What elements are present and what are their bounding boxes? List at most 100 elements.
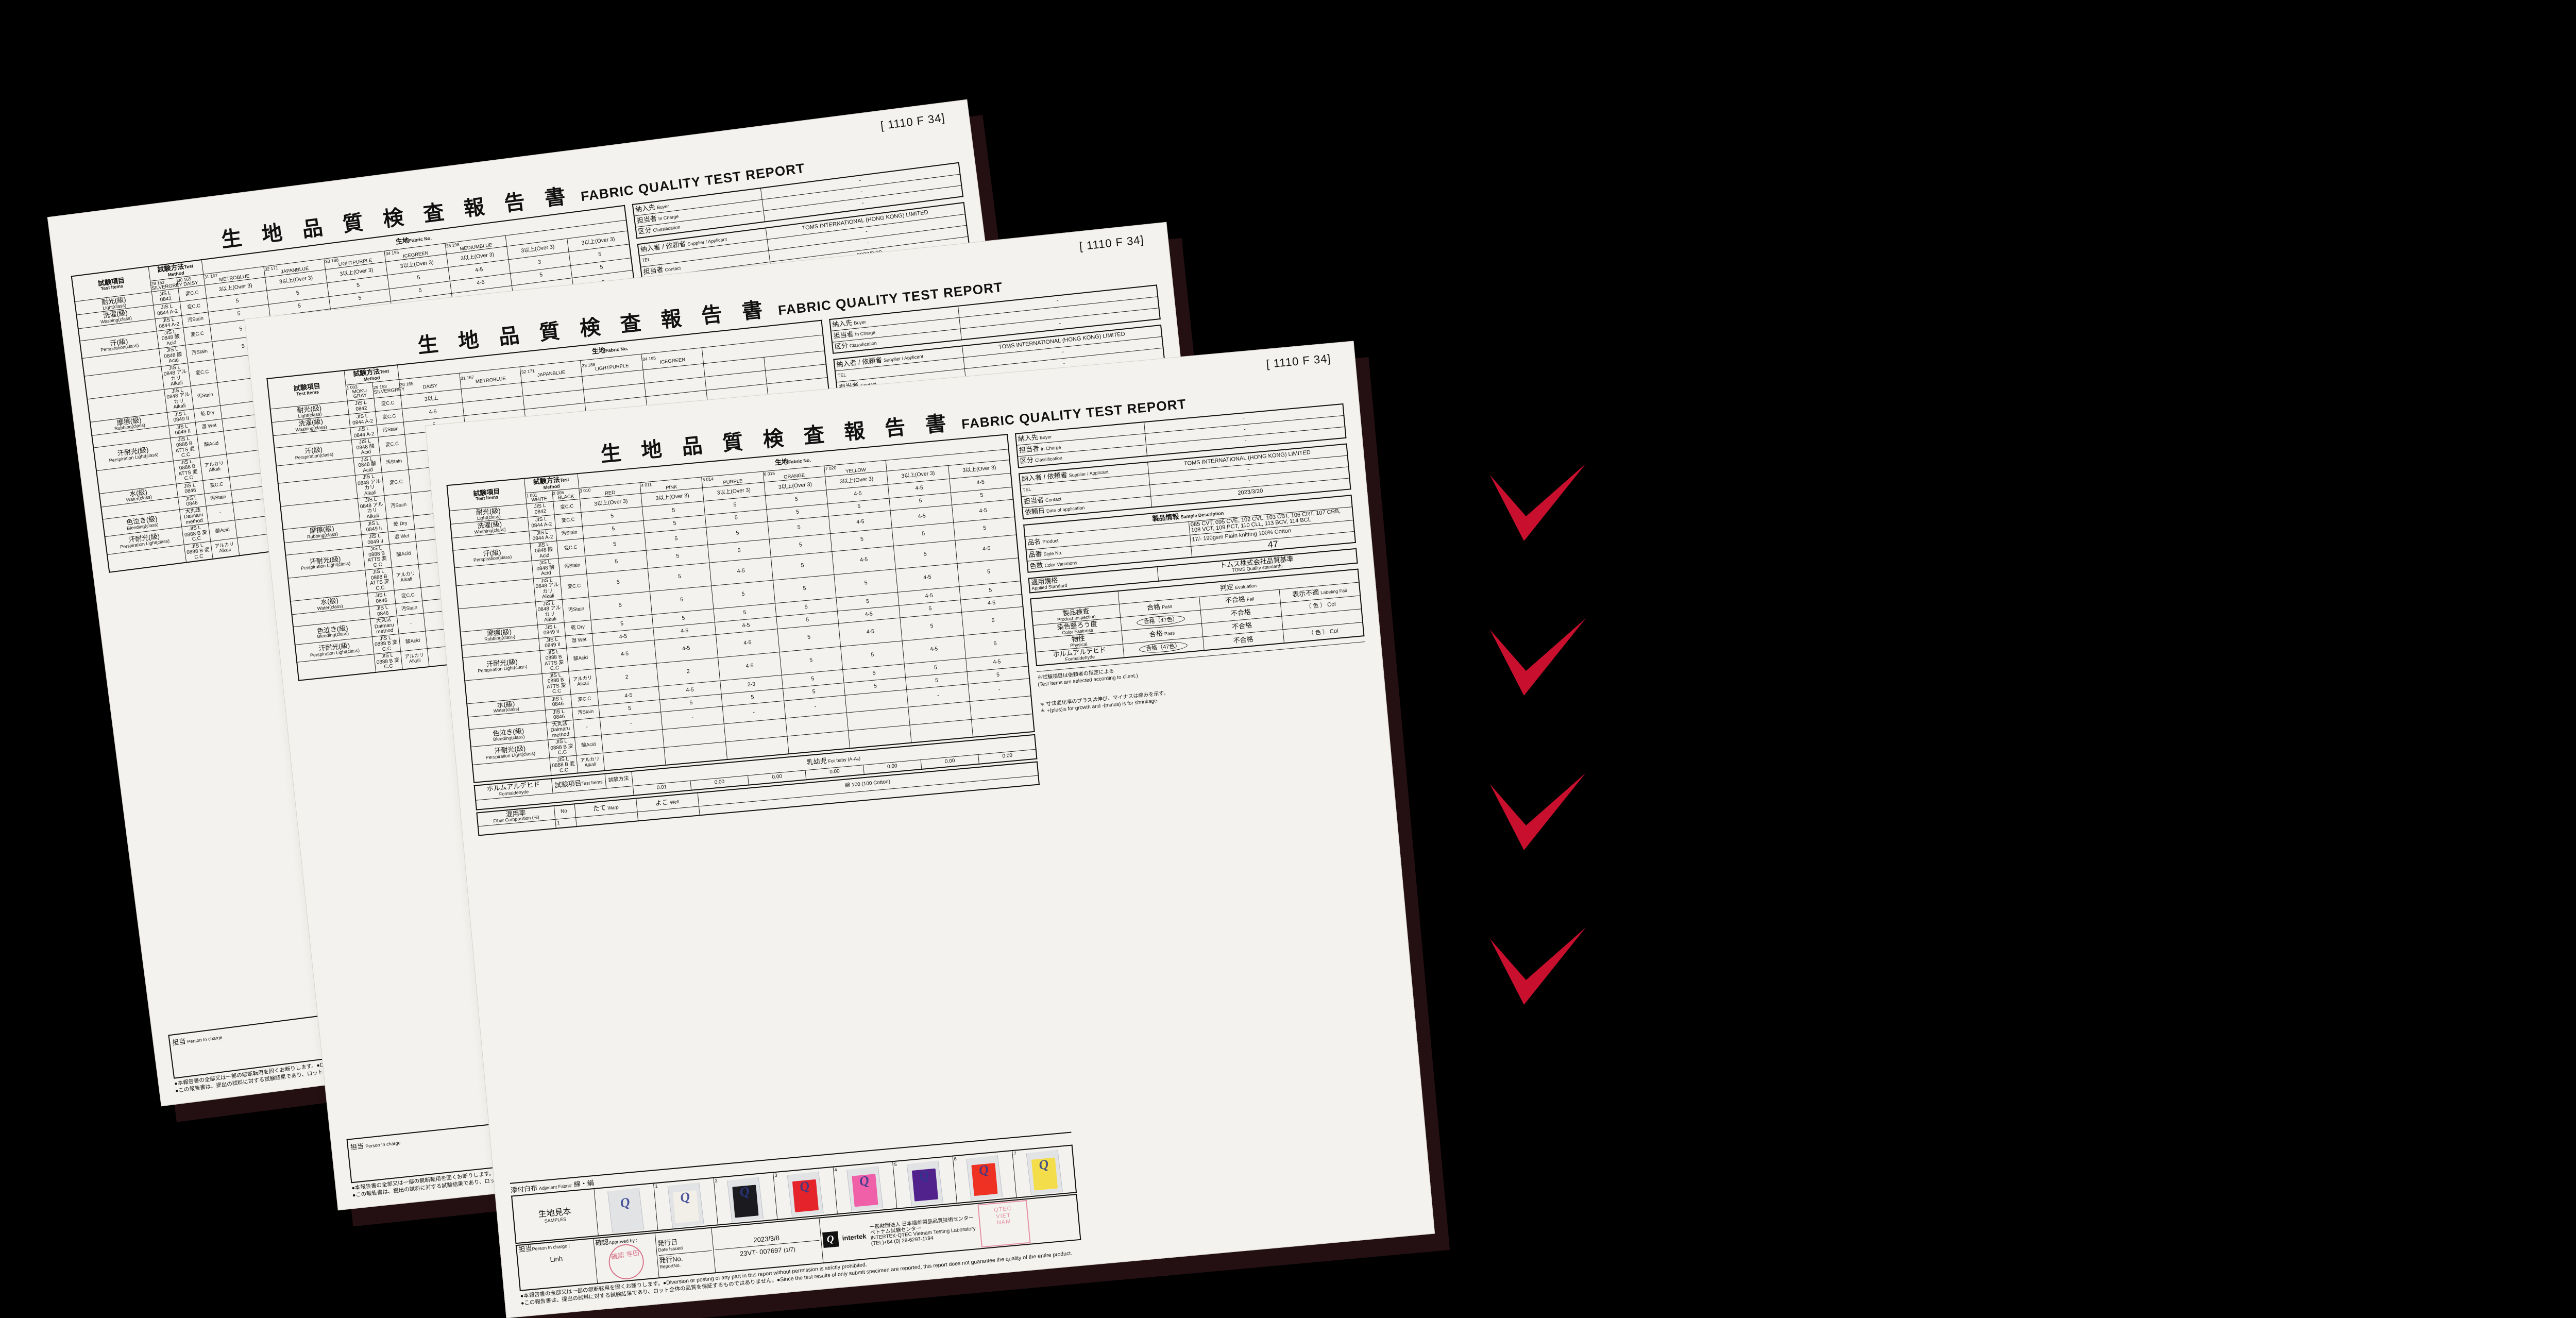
approved-label-jp: 確認	[595, 1238, 609, 1247]
fabric-label-jp-front: 生地	[774, 458, 789, 467]
swatch-index: 6	[954, 1156, 957, 1162]
classification-label-jp-front: 区分	[1020, 456, 1034, 465]
issue-values-cell: 2023/3/8 23VT- 007697 (1/7)	[711, 1218, 823, 1273]
supplier-label-en-front: Supplier / Applicant	[1069, 469, 1109, 478]
matrix-row-sub: 変C.C	[556, 538, 585, 559]
eval-labeling-fail-jp: 表示不適	[1292, 588, 1319, 599]
adjacent-fabric-label-en: Adjacent Fabric:	[538, 1182, 573, 1191]
eval-row-0-fail-en: Fail	[1246, 596, 1255, 602]
matrix-row-sub: 変C.C	[381, 469, 411, 496]
buyer-label-en: Buyer	[656, 203, 670, 210]
issue-labels-cell: 発行日 Date Issued 発行No. ReportNo.	[654, 1227, 716, 1278]
tape-0	[607, 1188, 645, 1233]
matrix-row-method: JIS L 0888 B ATTS 変C.C	[362, 544, 392, 570]
matrix-row-method: JIS L 0888 B ATTS 変C.C	[541, 671, 571, 697]
form-code-mid: [ 1110 F 34]	[1078, 233, 1145, 253]
sample-desc-label-jp-front: 製品情報	[1151, 512, 1180, 523]
color-variations-label-en-front: Color Variations	[1044, 560, 1078, 568]
matrix-row-sub: アルカリ Alkali	[576, 753, 605, 773]
buyer-label-jp-mid: 納入先	[832, 318, 853, 329]
fabric-swatch-white	[672, 1190, 699, 1224]
fabric-label-en-mid: Fabric No.	[605, 346, 629, 354]
eval-row-2-result: 合格	[1149, 629, 1163, 639]
swatch-index: 4	[834, 1167, 838, 1173]
matrix-row-sub: 汚Stain	[562, 597, 591, 622]
classification-label-jp-mid: 区分	[834, 342, 849, 351]
in-charge-label-en-mid: In Charge	[855, 329, 876, 337]
matrix-row-sub: アルカリ Alkali	[391, 564, 421, 591]
tel-label: TEL	[641, 257, 651, 263]
checkmark-list	[1484, 464, 1700, 1082]
fabric-swatch-purple	[911, 1168, 938, 1202]
matrix-row-method: JIS L 0848 アルカリ Alkali	[161, 363, 191, 390]
fabric-swatch-red	[792, 1179, 819, 1212]
fabric-label-en: Fabric No.	[409, 235, 432, 244]
classification-label-en-mid: Classification	[849, 341, 877, 349]
checkmark-icon-4	[1484, 927, 1587, 1005]
checkmark-icon-2	[1484, 618, 1587, 696]
eval-row-3-fail-jp: 不合格	[1232, 635, 1254, 645]
eval-row-0-pass-jp: 合格	[1146, 603, 1161, 612]
matrix-row-method: JIS L 0888 B 変C.C	[183, 541, 213, 563]
swatch-index: 5	[894, 1161, 897, 1168]
matrix-row-sub: 酸Acid	[566, 645, 596, 671]
eval-row-0-fail-jp: 不合格	[1225, 595, 1246, 605]
matrix-row-sub: 変C.C	[187, 359, 217, 386]
product-label-en-front: Product	[1042, 537, 1059, 545]
matrix-row-method: JIS L 0848 酸Acid	[351, 437, 380, 458]
eval-row-2-fail-jp: 不合格	[1231, 621, 1252, 631]
matrix-row-method: JIS L 0848 アルカリ Alkali	[357, 496, 387, 522]
form-code: [ 1110 F 34]	[879, 111, 946, 132]
matrix-row-sub: 変C.C	[378, 434, 406, 455]
matrix-row-sub: 汚Stain	[190, 382, 220, 409]
report-no-value: 23VT- 007697	[739, 1246, 783, 1258]
formaldehyde-items-en: Test Items	[581, 779, 603, 787]
style-no-label-en-front: Style No.	[1043, 550, 1063, 557]
eval-row-3-result: 合格（47色）	[1139, 640, 1188, 654]
date-app-label-en-front: Date of application	[1046, 505, 1085, 514]
swatch-index: 1	[655, 1183, 658, 1189]
matrix-row-sub: 酸Acid	[196, 431, 226, 458]
in-charge-label-jp: 担当者	[636, 214, 657, 225]
matrix-row-method: JIS L 0888 B 変C.C	[549, 755, 578, 776]
matrix-row-sub: -	[572, 717, 601, 738]
formaldehyde-items-jp: 試験項目	[554, 779, 582, 790]
report-page-front[interactable]: [ 1110 F 34] 生 地 品 質 検 査 報 告 書 FABRIC QU…	[425, 341, 1435, 1318]
qtec-logo-icon: Q	[822, 1231, 839, 1248]
matrix-row-method: 大丸法 Daimaru method	[546, 720, 574, 740]
matrix-row-sub: 汚Stain	[384, 493, 413, 519]
contact-label-jp: 担当者	[642, 265, 664, 276]
test-matrix-front: 試験項目 Test Items 試験方法Test Method 生地Fabric…	[446, 434, 1035, 784]
warp-label-en: Warp	[607, 804, 619, 811]
matrix-body-front: 耐光(級) Light(class) JIS L 0842 変C.C 3以上(Over …	[449, 460, 1035, 783]
composition-no-label: No.	[553, 804, 576, 820]
matrix-row-sub: アルカリ Alkali	[400, 649, 429, 670]
person-in-charge-cell: 担当Person In charge : Linh	[516, 1238, 598, 1291]
matrix-row-method: JIS L 0888 B ATTS 変C.C	[173, 457, 203, 484]
matrix-row-method: JIS L 0888 B ATTS 変C.C	[365, 567, 394, 594]
swatch-index: 3	[774, 1172, 778, 1178]
matrix-row-method: JIS L 0848 アルカリ Alkali	[535, 599, 564, 625]
matrix-row-method: JIS L 0848 アルカリ Alkali	[164, 385, 194, 413]
eval-row-2-result-en: Pass	[1164, 630, 1175, 637]
fabric-swatch-black	[732, 1185, 759, 1218]
checkmark-icon-1	[1484, 464, 1587, 541]
contact-label-en-front: Contact	[1045, 496, 1062, 503]
adjacent-fabric-label-jp: 添付白布	[510, 1184, 538, 1194]
swatch-index: 7	[1013, 1151, 1017, 1156]
classification-label-en-front: Classification	[1035, 455, 1063, 464]
buyer-label-en-mid: Buyer	[853, 319, 867, 326]
fabric-label-en-front: Fabric No.	[788, 458, 811, 465]
matrix-row-sub: アルカリ Alkali	[568, 668, 598, 695]
matrix-row-sub: 汚Stain	[558, 556, 587, 577]
matrix-row-sub: 変C.C	[560, 573, 589, 599]
matrix-row-method: 大丸法 Daimaru method	[370, 616, 399, 637]
in-charge-label-en: In Charge	[658, 213, 679, 222]
fabric-swatch-yellow	[1031, 1157, 1058, 1191]
report-page-value: (1/7)	[783, 1246, 796, 1254]
eval-row-0-pass-en: Pass	[1161, 603, 1173, 610]
eval-row-3-col: Col	[1329, 628, 1338, 635]
warp-label-jp: たて	[592, 803, 607, 813]
